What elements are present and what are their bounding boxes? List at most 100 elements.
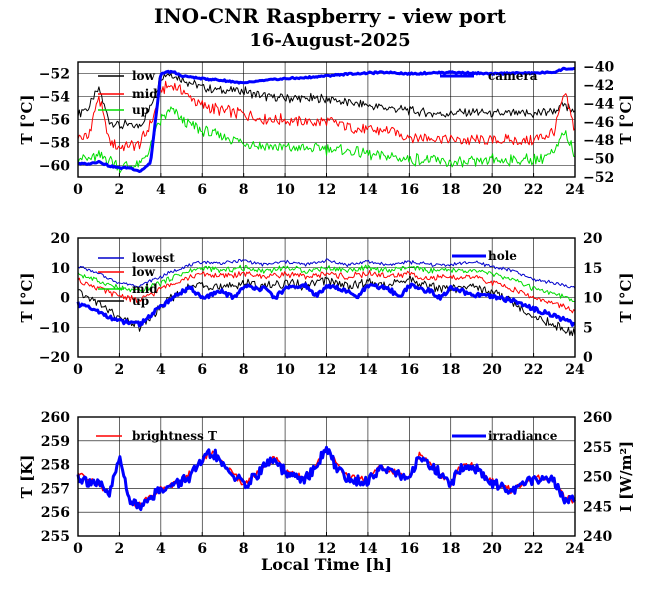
- panel2-ytick-right-label: 0: [583, 350, 593, 366]
- panel3-ytick-right-label: 250: [583, 470, 612, 486]
- panel1-xtick-label: 22: [524, 182, 543, 198]
- panel2-xtick-label: 10: [275, 362, 295, 378]
- panel2-ytick-label: −20: [39, 350, 70, 366]
- panel3-ytick-right-label: 260: [583, 410, 612, 426]
- panel2-series-mid: [77, 264, 575, 302]
- panel2-ytick-label: −10: [39, 320, 70, 336]
- panel2-series-low: [77, 270, 576, 314]
- panel2-legend-label-low: low: [132, 265, 156, 279]
- panel3-ytick-label: 255: [41, 529, 70, 545]
- panel1-ytick-label: −52: [39, 67, 70, 83]
- panel3-ytick-right-label: 240: [583, 529, 612, 545]
- panel3-ytick-label: 259: [41, 434, 70, 450]
- panel2-xtick-label: 20: [482, 362, 502, 378]
- panel1-ylabel-right: T [°C]: [617, 94, 635, 144]
- panel3-xtick-label: 16: [400, 541, 419, 557]
- panel3-ylabel: T [K]: [18, 455, 36, 499]
- panel2-xtick-label: 8: [239, 362, 249, 378]
- panel1-legend-label-mid: mid: [132, 87, 158, 101]
- panel2-xtick-label: 22: [524, 362, 543, 378]
- panel1-xtick-label: 24: [565, 182, 585, 198]
- panel3-xtick-label: 12: [317, 541, 336, 557]
- panel1-ytick-right-label: −50: [583, 152, 614, 168]
- panel1-ytick-right-label: −46: [583, 115, 614, 131]
- chart-subtitle: 16-August-2025: [249, 30, 411, 51]
- panel2-xtick-label: 6: [197, 362, 207, 378]
- panel3-ytick-label: 257: [41, 481, 70, 497]
- panel2-series-hole: [76, 282, 576, 328]
- panel3-xtick-label: 24: [565, 541, 585, 557]
- panel1-ytick-right-label: −52: [583, 170, 614, 186]
- panel3-legend-label-irradiance: irradiance: [488, 429, 558, 443]
- panel1-ytick-right-label: −42: [583, 78, 614, 94]
- panel2-xtick-label: 18: [441, 362, 460, 378]
- panel3-xtick-label: 20: [482, 541, 502, 557]
- panel2-xtick-label: 24: [565, 362, 585, 378]
- panel1-legend-label-low: low: [132, 69, 156, 83]
- panel1-xtick-label: 10: [275, 182, 295, 198]
- panel3-legend-label-brightness-T: brightness T: [132, 429, 217, 443]
- panel1-series-mid: [77, 80, 576, 152]
- panel2-ytick-right-label: 20: [583, 231, 603, 247]
- panel1-xtick-label: 2: [115, 182, 125, 198]
- panel2-xtick-label: 4: [156, 362, 166, 378]
- panel3-xtick-label: 22: [524, 541, 543, 557]
- panel1-ytick-label: −56: [39, 113, 70, 129]
- panel1-series-up: [77, 106, 576, 174]
- panel2-ytick-label: 0: [60, 291, 70, 307]
- panel2-ylabel: T [°C]: [18, 272, 36, 322]
- panel3-ytick-label: 258: [41, 458, 70, 474]
- panel3-xtick-label: 6: [197, 541, 207, 557]
- panel1-series-camera: [77, 66, 576, 173]
- panel1-ytick-label: −60: [39, 159, 70, 175]
- panel3-xtick-label: 14: [358, 541, 378, 557]
- panel2-ytick-right-label: 15: [583, 261, 602, 277]
- panel2-ylabel-right: T [°C]: [617, 272, 635, 322]
- panel3-xtick-label: 18: [441, 541, 460, 557]
- panel2-legend-label-lowest: lowest: [132, 251, 175, 265]
- panel3-xtick-label: 4: [156, 541, 166, 557]
- panel2-xtick-label: 2: [115, 362, 125, 378]
- panel2-ytick-right-label: 10: [583, 291, 603, 307]
- panel2-xtick-label: 12: [317, 362, 336, 378]
- panel3-xtick-label: 2: [115, 541, 125, 557]
- panel3-ytick-label: 256: [41, 505, 70, 521]
- panel3-xtick-label: 10: [275, 541, 295, 557]
- panel3-xtick-label: 0: [73, 541, 83, 557]
- panel1-xtick-label: 18: [441, 182, 460, 198]
- panel3-series-irradiance: [76, 445, 577, 512]
- panel3-ytick-right-label: 245: [583, 499, 612, 515]
- panel1-ytick-right-label: −40: [583, 60, 614, 76]
- panel1-legend-label-camera: camera: [488, 69, 538, 83]
- panel2-legend-label-hole: hole: [488, 249, 517, 263]
- panel3-xlabel: Local Time [h]: [261, 555, 392, 574]
- panel2-xtick-label: 16: [400, 362, 419, 378]
- panel1-xtick-label: 8: [239, 182, 249, 198]
- panel3-ylabel-right: I [W/m²]: [617, 441, 635, 512]
- panel1-ytick-label: −58: [39, 136, 70, 152]
- panel2-ytick-label: 10: [51, 261, 71, 277]
- panel1-ytick-right-label: −44: [583, 96, 614, 112]
- chart-title: INO-CNR Raspberry - view port: [153, 4, 506, 28]
- panel2-ytick-right-label: 5: [583, 320, 593, 336]
- panel3-ytick-right-label: 255: [583, 440, 612, 456]
- panel2-xtick-label: 14: [358, 362, 378, 378]
- panel3-ytick-label: 260: [41, 410, 70, 426]
- panel1-xtick-label: 12: [317, 182, 336, 198]
- panel1-xtick-label: 16: [400, 182, 419, 198]
- panel1-xtick-label: 6: [197, 182, 207, 198]
- panel2-legend-label-up: up: [132, 294, 149, 308]
- panel3-xtick-label: 8: [239, 541, 249, 557]
- panel1-legend-label-up: up: [132, 103, 149, 117]
- panel1-ylabel: T [°C]: [18, 94, 36, 144]
- panel1-ytick-label: −54: [39, 90, 70, 106]
- panel2-series-lowest: [77, 258, 576, 289]
- panel1-xtick-label: 4: [156, 182, 166, 198]
- panel2-legend-label-mid: mid: [132, 282, 158, 296]
- panel1-xtick-label: 20: [482, 182, 502, 198]
- panel1-xtick-label: 14: [358, 182, 378, 198]
- panel2-xtick-label: 0: [73, 362, 83, 378]
- panel1-ytick-right-label: −48: [583, 133, 614, 149]
- panel1-xtick-label: 0: [73, 182, 83, 198]
